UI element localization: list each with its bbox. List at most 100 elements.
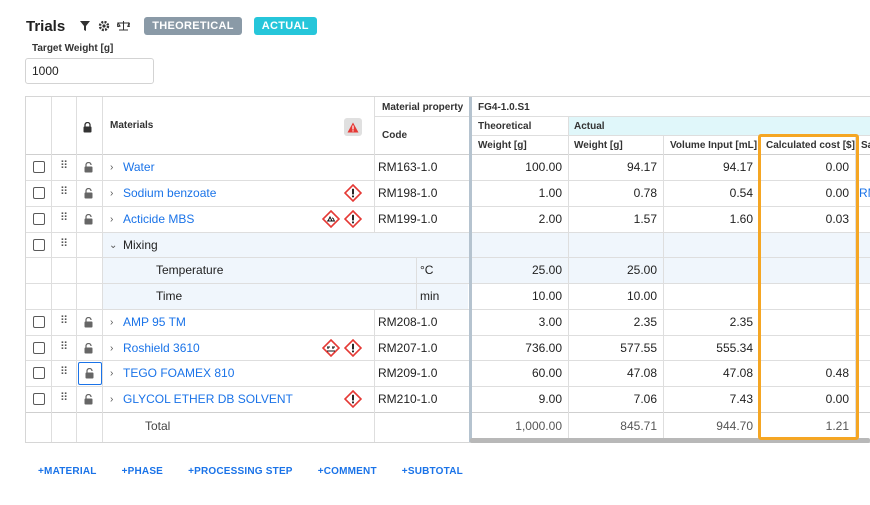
exclamation-hazard-icon: [344, 210, 362, 228]
total-theoretical: 1,000.00: [515, 419, 562, 433]
scale-icon[interactable]: [116, 19, 130, 33]
unlock-icon[interactable]: [82, 315, 96, 329]
unlock-icon[interactable]: [82, 160, 96, 174]
actual-weight-cell[interactable]: 0.78: [633, 186, 657, 200]
expand-chevron-icon[interactable]: ›: [110, 213, 114, 225]
parameter-unit: min: [420, 289, 440, 303]
actual-weight-cell[interactable]: 47.08: [626, 366, 657, 380]
unlock-icon[interactable]: [82, 341, 96, 355]
phase-checkbox[interactable]: [33, 239, 45, 251]
theoretical-weight-cell[interactable]: 3.00: [538, 315, 562, 329]
add-phase-button[interactable]: +PHASE: [121, 466, 164, 477]
drag-handle-icon[interactable]: ⠿: [60, 392, 69, 404]
material-name-link[interactable]: Acticide MBS: [123, 212, 195, 226]
material-code: RM207-1.0: [378, 340, 438, 355]
total-label: Total: [145, 419, 171, 433]
actual-weight-header: Weight [g]: [574, 139, 623, 151]
add-subtotal-button[interactable]: +SUBTOTAL: [401, 466, 463, 477]
phase-row-bg-2: [102, 283, 468, 309]
row-checkbox[interactable]: [33, 213, 45, 225]
add-processing-step-button[interactable]: +PROCESSING STEP: [188, 466, 293, 477]
add-material-button[interactable]: +MATERIAL: [38, 466, 97, 477]
row-checkbox[interactable]: [33, 393, 45, 405]
volume-input-cell[interactable]: 0.54: [729, 186, 753, 200]
expand-chevron-icon[interactable]: ›: [110, 367, 114, 379]
unlock-icon[interactable]: [82, 392, 96, 406]
drag-handle-icon[interactable]: ⠿: [60, 238, 69, 250]
actual-parameter-cell[interactable]: 10.00: [626, 289, 657, 303]
theoretical-weight-cell[interactable]: 60.00: [531, 366, 562, 380]
drag-handle-icon[interactable]: ⠿: [60, 160, 69, 172]
material-name-link[interactable]: AMP 95 TM: [123, 315, 186, 329]
calculated-cost-cell: 0.03: [825, 212, 849, 226]
theoretical-weight-cell[interactable]: 1.00: [538, 186, 562, 200]
row-checkbox[interactable]: [33, 187, 45, 199]
materials-header: Materials: [110, 119, 154, 131]
calculated-cost-cell: 0.00: [825, 160, 849, 174]
theoretical-weight-cell[interactable]: 100.00: [525, 160, 562, 174]
expand-chevron-icon[interactable]: ›: [110, 161, 114, 173]
volume-input-cell[interactable]: 47.08: [722, 366, 753, 380]
actual-header-bg: [568, 116, 870, 135]
theoretical-weight-cell[interactable]: 736.00: [525, 340, 562, 355]
warning-header-button[interactable]: [344, 118, 362, 136]
exclamation-hazard-icon: [344, 184, 362, 202]
material-code: RM163-1.0: [378, 160, 438, 174]
volume-input-cell[interactable]: 94.17: [722, 160, 753, 174]
material-name-link[interactable]: TEGO FOAMEX 810: [123, 366, 235, 380]
theoretical-parameter-cell[interactable]: 25.00: [531, 263, 562, 277]
expand-chevron-icon[interactable]: ›: [110, 316, 114, 328]
expand-chevron-icon[interactable]: ›: [110, 393, 114, 405]
drag-handle-icon[interactable]: ⠿: [60, 341, 69, 353]
material-name-link[interactable]: Water: [123, 160, 155, 174]
actual-weight-cell[interactable]: 7.06: [633, 392, 657, 406]
material-name-link[interactable]: GLYCOL ETHER DB SOLVENT: [123, 392, 293, 406]
volume-input-cell[interactable]: 7.43: [729, 392, 753, 406]
theoretical-parameter-cell[interactable]: 10.00: [531, 289, 562, 303]
add-actions: +MATERIAL +PHASE +PROCESSING STEP +COMME…: [38, 466, 488, 477]
volume-input-cell[interactable]: 555.34: [716, 340, 753, 355]
environment-hazard-icon: [322, 210, 340, 228]
volume-input-cell[interactable]: 2.35: [729, 315, 753, 329]
actual-weight-cell[interactable]: 1.57: [633, 212, 657, 226]
total-cost: 1.21: [825, 419, 849, 433]
add-comment-button[interactable]: +COMMENT: [317, 466, 377, 477]
row-checkbox[interactable]: [33, 161, 45, 173]
unlock-icon[interactable]: [82, 186, 96, 200]
next-column-link[interactable]: RM: [859, 186, 870, 200]
row-checkbox[interactable]: [33, 316, 45, 328]
drag-handle-icon[interactable]: ⠿: [60, 186, 69, 198]
expand-chevron-icon[interactable]: ›: [110, 187, 114, 199]
material-code: RM199-1.0: [378, 212, 438, 226]
theoretical-weight-cell[interactable]: 2.00: [538, 212, 562, 226]
expand-chevron-icon[interactable]: ›: [110, 342, 114, 354]
actual-weight-cell[interactable]: 2.35: [633, 315, 657, 329]
drag-handle-icon[interactable]: ⠿: [60, 366, 69, 378]
material-name-link[interactable]: Sodium benzoate: [123, 186, 217, 200]
horizontal-scrollbar[interactable]: [470, 438, 870, 443]
actual-weight-cell[interactable]: 94.17: [626, 160, 657, 174]
gear-icon[interactable]: [97, 19, 111, 33]
unlock-icon[interactable]: [78, 362, 102, 385]
total-volume: 944.70: [716, 419, 753, 433]
drag-handle-icon[interactable]: ⠿: [60, 315, 69, 327]
actual-toggle[interactable]: ACTUAL: [253, 17, 317, 35]
phase-name[interactable]: Mixing: [123, 237, 158, 252]
row-checkbox[interactable]: [33, 342, 45, 354]
row-checkbox[interactable]: [33, 367, 45, 379]
theoretical-toggle[interactable]: THEORETICAL: [144, 17, 242, 35]
target-weight-input[interactable]: [25, 58, 154, 84]
calculated-cost-cell: 0.48: [825, 366, 849, 380]
collapse-chevron-icon[interactable]: ⌄: [109, 239, 118, 251]
lock-header-icon: [83, 119, 97, 135]
material-name-link[interactable]: Roshield 3610: [123, 340, 200, 355]
actual-parameter-cell[interactable]: 25.00: [626, 263, 657, 277]
unlock-icon[interactable]: [82, 212, 96, 226]
actual-weight-cell[interactable]: 577.55: [620, 340, 657, 355]
material-code: RM198-1.0: [378, 186, 438, 200]
theoretical-weight-cell[interactable]: 9.00: [538, 392, 562, 406]
next-column-header: Sa: [861, 139, 870, 151]
volume-input-cell[interactable]: 1.60: [729, 212, 753, 226]
drag-handle-icon[interactable]: ⠿: [60, 212, 69, 224]
filter-icon[interactable]: [78, 19, 92, 33]
